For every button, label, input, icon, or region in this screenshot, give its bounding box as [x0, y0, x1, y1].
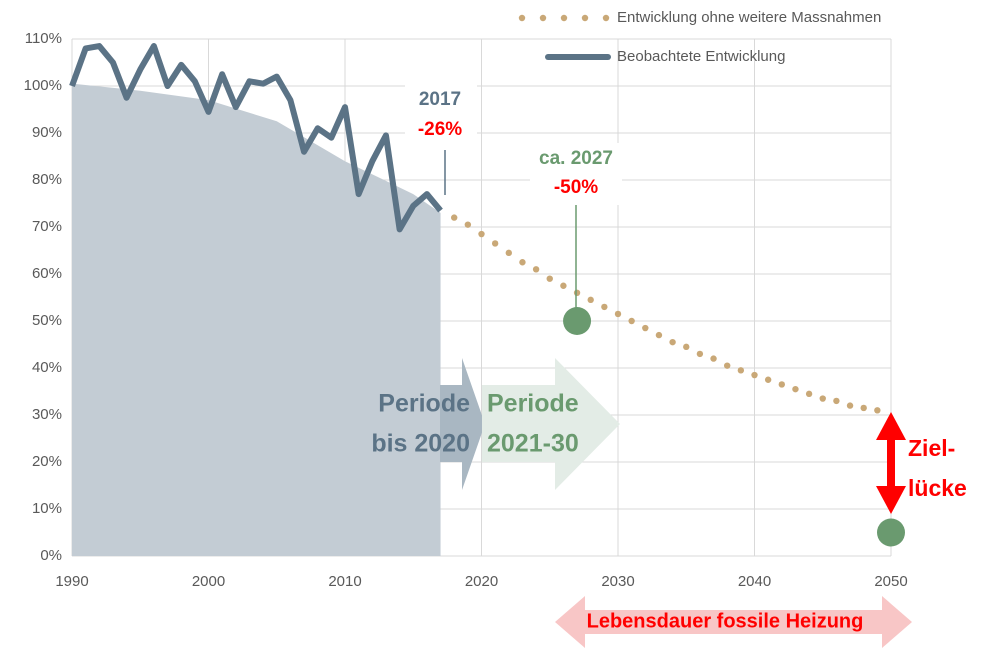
period-arrow	[482, 358, 620, 490]
target-point	[877, 518, 905, 547]
y-tick-label: 90%	[32, 124, 62, 141]
dot	[560, 282, 567, 289]
dot	[874, 407, 881, 414]
dot	[491, 240, 499, 247]
annotation: -26%	[418, 119, 462, 140]
period-label: Periode	[378, 390, 470, 418]
dot	[451, 214, 458, 221]
y-tick-label: 40%	[32, 359, 62, 376]
dot	[792, 385, 799, 393]
lifetime-arrow	[555, 596, 912, 648]
x-tick-label: 2000	[192, 573, 225, 590]
target-point	[563, 307, 592, 335]
dot	[737, 367, 745, 374]
line	[69, 43, 443, 233]
x-tick-label: 2010	[328, 573, 361, 590]
period-label: Periode	[487, 390, 579, 418]
dot	[601, 303, 608, 311]
dot	[764, 376, 772, 383]
dot	[833, 397, 840, 405]
dot	[546, 275, 553, 282]
dot	[614, 310, 622, 318]
dot	[683, 343, 690, 351]
period-label: bis 2020	[371, 430, 470, 458]
annotation: ca. 2027	[539, 148, 613, 169]
y-tick-label: 10%	[32, 500, 62, 517]
dot	[696, 350, 704, 358]
dot	[519, 259, 526, 266]
x-tick-label: 1990	[55, 573, 88, 590]
dot	[778, 381, 785, 388]
legend-dot	[581, 14, 589, 22]
lifetime-label: Lebensdauer fossile Heizung	[587, 610, 864, 632]
y-tick-label: 110%	[25, 30, 62, 47]
period-arrow	[440, 358, 485, 490]
gap-label: lücke	[908, 475, 967, 501]
gap-label: Ziel-	[908, 435, 955, 461]
annotation: -50%	[554, 177, 598, 198]
y-tick-label: 60%	[32, 265, 62, 282]
label-box	[405, 84, 477, 146]
legend-dot	[539, 14, 547, 22]
dot	[819, 395, 826, 402]
y-tick-label: 30%	[32, 406, 62, 423]
y-tick-label: 100%	[24, 77, 62, 94]
x-tick-label: 2040	[738, 573, 771, 590]
gap-arrow	[876, 486, 906, 514]
period-label: 2021-30	[487, 430, 579, 458]
x-tick-label: 2030	[601, 573, 634, 590]
x-tick-label: 2050	[874, 573, 907, 590]
legend-dot	[560, 14, 568, 22]
legend-dot	[518, 14, 526, 22]
dot	[710, 355, 717, 362]
dot	[505, 249, 512, 257]
legend-label: Beobachtete Entwicklung	[617, 48, 785, 65]
foreground-layer: Entwicklung ohne weitere Massnahmen Beoba…	[69, 9, 881, 414]
dot	[573, 289, 581, 296]
dot	[478, 230, 485, 238]
dot	[642, 324, 649, 332]
history-area	[72, 83, 441, 557]
y-tick-label: 50%	[32, 312, 62, 329]
dot	[669, 338, 676, 346]
dot	[860, 404, 867, 412]
background-layer: 0% 10% 20% 30% 40% 50% 60% 70% 80% 90% 100% 110% 199…	[24, 30, 908, 590]
dot	[724, 362, 731, 369]
x-tick-label: 2020	[465, 573, 498, 590]
dot	[751, 371, 758, 379]
annotation: 2017	[419, 89, 461, 110]
dot	[846, 402, 854, 409]
y-tick-label: 70%	[32, 218, 62, 235]
dot	[464, 221, 472, 228]
legend-label: Entwicklung ohne weitere Massnahmen	[617, 9, 881, 26]
dot	[805, 390, 813, 398]
dot	[655, 331, 663, 339]
label-box	[530, 143, 622, 205]
gap-arrow	[876, 412, 906, 440]
y-tick-label: 20%	[32, 453, 62, 470]
dot	[587, 296, 594, 304]
y-tick-label: 0%	[40, 547, 62, 564]
legend-dot	[602, 14, 610, 22]
dot	[628, 317, 635, 325]
dot	[532, 266, 540, 273]
y-tick-label: 80%	[32, 171, 62, 188]
